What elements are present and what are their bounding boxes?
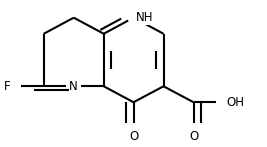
Text: F: F xyxy=(4,80,11,93)
Text: OH: OH xyxy=(226,96,244,109)
Text: NH: NH xyxy=(136,11,154,24)
Text: O: O xyxy=(189,130,198,143)
Text: N: N xyxy=(69,80,78,93)
Text: O: O xyxy=(129,130,138,143)
